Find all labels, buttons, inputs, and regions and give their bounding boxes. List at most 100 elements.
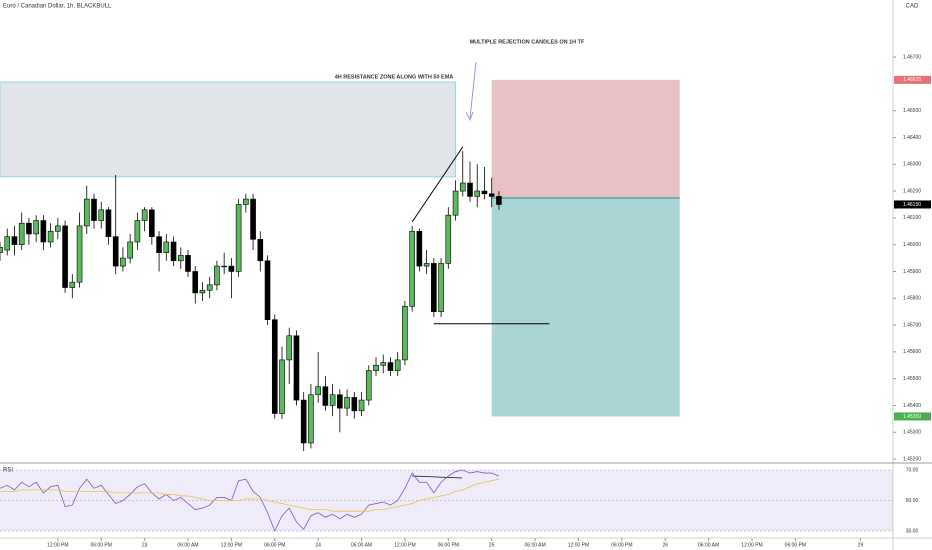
candle-body <box>431 263 437 312</box>
candle-body <box>387 362 394 371</box>
candle-body <box>257 239 264 262</box>
candle-body <box>394 359 401 371</box>
x-tick-label: 06:00 PM <box>611 542 632 548</box>
candle-body <box>149 209 155 237</box>
y-tick-label: 1.45400 <box>903 403 921 409</box>
x-tick-label: 06:00 PM <box>785 542 806 548</box>
candle-body <box>91 198 97 221</box>
x-tick-label: 06:00 AM <box>525 542 546 548</box>
y-tick-label: 1.46100 <box>903 215 921 221</box>
rsi-line <box>0 469 500 532</box>
candle-body <box>105 209 112 237</box>
candle-body <box>69 281 76 288</box>
y-tick-label: 1.46200 <box>903 188 921 194</box>
candle-body <box>11 236 18 245</box>
candle-body <box>199 289 206 294</box>
candle-body <box>423 263 430 267</box>
rsi-annotation-line <box>411 475 463 479</box>
candle-body <box>47 230 54 243</box>
candle-body <box>452 190 459 216</box>
candle-body <box>40 220 47 243</box>
x-tick-label: 06:00 PM <box>91 542 112 548</box>
y-tick-label: 1.46300 <box>903 162 921 168</box>
candle-body <box>337 394 343 409</box>
candle-body <box>134 220 141 243</box>
candle-body <box>206 284 213 291</box>
candle-body <box>351 397 358 412</box>
candle-body <box>496 196 502 205</box>
candle-body <box>243 198 249 205</box>
candle-body <box>402 306 408 361</box>
y-tick-label: 1.45800 <box>903 296 921 302</box>
candle-body <box>33 220 39 235</box>
annotation: MULTIPLE REJECTION CANDLES ON 1H TF <box>470 39 585 45</box>
candle-body <box>127 241 133 259</box>
x-tick-label: 12:00 PM <box>394 542 415 548</box>
candle-body <box>62 225 68 288</box>
stop-tag <box>894 75 931 84</box>
x-tick-label: 12:00 PM <box>741 542 762 548</box>
candle-body <box>467 182 473 197</box>
annotation: 4H RESISTANCE ZONE ALONG WITH 50 EMA <box>335 74 454 80</box>
candle-body <box>141 209 148 221</box>
stop-zone <box>491 79 680 199</box>
candle-body <box>315 386 321 396</box>
trendline <box>411 146 464 223</box>
y-tick-label: 1.45300 <box>903 430 921 436</box>
candle-body <box>445 214 452 264</box>
candle-body <box>474 190 481 197</box>
x-tick-label: 29 <box>858 542 864 548</box>
candle-body <box>308 394 314 444</box>
candle-body <box>264 260 271 321</box>
y-tick-label: 1.45200 <box>903 456 921 462</box>
candle-body <box>322 386 329 406</box>
x-tick-label: 06:00 PM <box>264 542 285 548</box>
candle-body <box>300 399 307 444</box>
candle-body <box>488 193 495 197</box>
candle-body <box>250 198 256 240</box>
candle-body <box>177 255 184 262</box>
candle-body <box>416 230 423 267</box>
y-tick-label: 1.46400 <box>903 135 921 141</box>
candle-body <box>279 359 285 414</box>
candle-body <box>235 204 242 272</box>
candle-body <box>170 241 177 262</box>
candle-body <box>4 236 11 251</box>
candle-body <box>481 190 488 195</box>
chart-title: Euro / Canadian Dollar, 1h, BLACKBULL <box>3 4 112 10</box>
resistance-zone <box>0 81 456 178</box>
stop-label: 1.46615 <box>903 77 921 83</box>
x-tick-label: 26 <box>662 542 668 548</box>
x-tick-label: 06:00 AM <box>177 542 198 548</box>
y-tick-label: 1.46700 <box>903 54 921 60</box>
x-tick-label: 12:00 PM <box>221 542 242 548</box>
candle-body <box>120 257 126 267</box>
candle-body <box>214 265 220 286</box>
x-tick-label: 06:00 AM <box>351 542 372 548</box>
candle-body <box>185 255 191 272</box>
candle-body <box>438 263 444 312</box>
candle-body <box>380 362 387 366</box>
rsi-title: RSI <box>3 468 13 474</box>
candle-body <box>112 236 119 267</box>
candle-body <box>373 364 379 371</box>
candle-body <box>192 271 199 294</box>
candle-body <box>26 222 32 235</box>
rsi-line <box>0 478 500 512</box>
x-tick-label: 25 <box>489 542 495 548</box>
y-tick-label: 1.45900 <box>903 269 921 275</box>
candle-body <box>55 225 61 232</box>
candle-body <box>459 182 466 192</box>
rsi-tick-label: 50.00 <box>906 498 919 504</box>
y-tick-label: 1.45600 <box>903 349 921 355</box>
candle-body <box>228 265 235 272</box>
y-tick-label: 1.46000 <box>903 242 921 248</box>
candle-body <box>329 394 336 406</box>
rsi-tick-label: 70.00 <box>906 467 919 473</box>
candle-body <box>365 370 372 401</box>
candle-body <box>221 265 227 268</box>
candle-body <box>293 335 300 401</box>
